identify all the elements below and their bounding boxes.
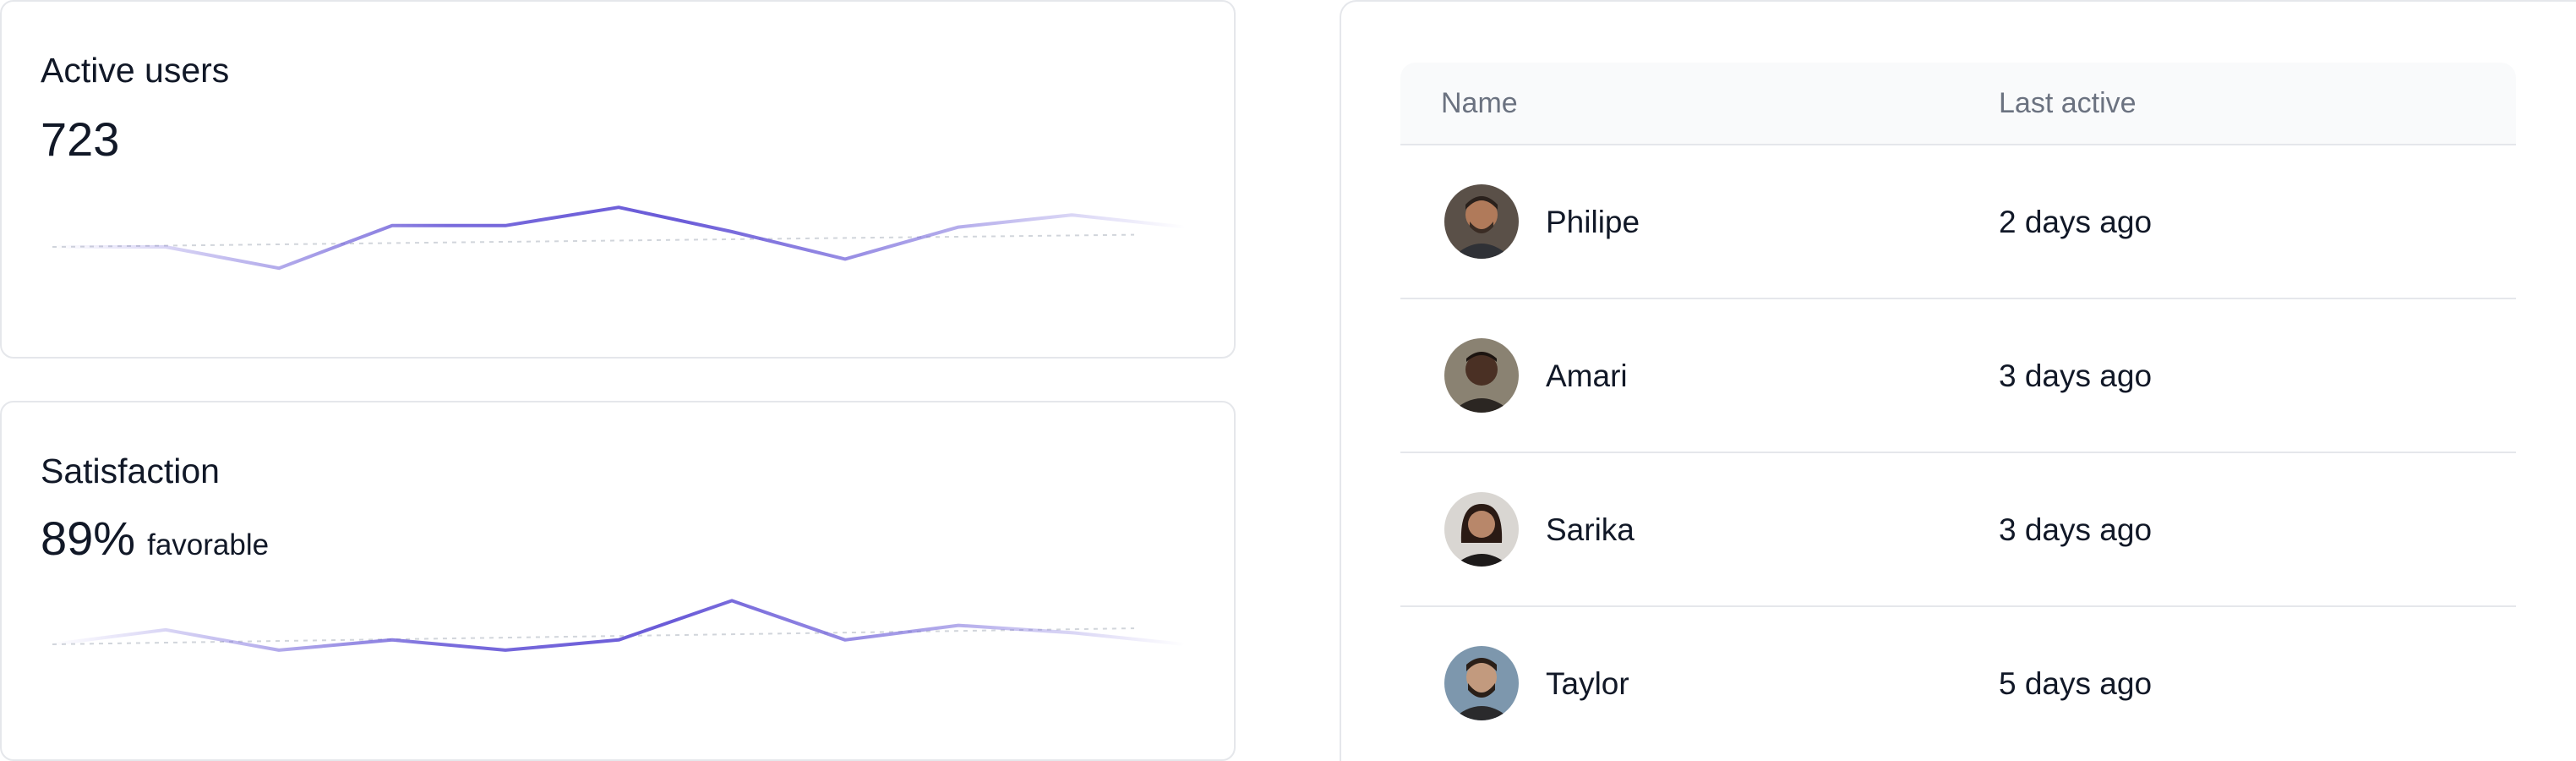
metric-value: 723 <box>41 112 120 166</box>
user-name: Sarika <box>1546 512 1635 547</box>
last-active: 3 days ago <box>1999 359 2153 393</box>
sparkline-path <box>52 205 1186 271</box>
avatar <box>1444 492 1519 567</box>
last-active: 2 days ago <box>1999 205 2153 239</box>
user-name: Taylor <box>1546 666 1629 701</box>
active-users-card: Active users 723 <box>0 0 1236 359</box>
metric-value: 89% <box>41 512 136 565</box>
card-title: Active users <box>41 51 230 90</box>
last-active: 5 days ago <box>1999 666 2153 701</box>
sparkline-path <box>52 599 1186 652</box>
avatar <box>1444 646 1519 720</box>
card-value: 723 <box>41 112 119 167</box>
table-header: Name Last active <box>1400 63 2516 145</box>
active-users-sparkline <box>52 205 1186 271</box>
avatar <box>1444 184 1519 259</box>
trend-line <box>52 233 1135 248</box>
satisfaction-sparkline <box>52 599 1186 652</box>
card-value: 89% favorable <box>41 511 269 566</box>
table-row[interactable]: Taylor 5 days ago <box>1400 607 2516 761</box>
last-active: 3 days ago <box>1999 512 2153 547</box>
avatar <box>1444 338 1519 413</box>
satisfaction-card: Satisfaction 89% favorable <box>0 401 1236 761</box>
table-row[interactable]: Sarika 3 days ago <box>1400 453 2516 607</box>
user-name: Philipe <box>1546 205 1640 239</box>
table-row[interactable]: Amari 3 days ago <box>1400 299 2516 453</box>
user-name: Amari <box>1546 359 1628 393</box>
metric-suffix: favorable <box>147 528 270 561</box>
column-header-name[interactable]: Name <box>1441 87 1518 119</box>
column-header-last-active[interactable]: Last active <box>1999 87 2137 119</box>
users-table-panel: Name Last active Philipe 2 days ago Amar… <box>1340 0 2576 761</box>
table-row[interactable]: Philipe 2 days ago <box>1400 145 2516 299</box>
card-title: Satisfaction <box>41 452 220 490</box>
